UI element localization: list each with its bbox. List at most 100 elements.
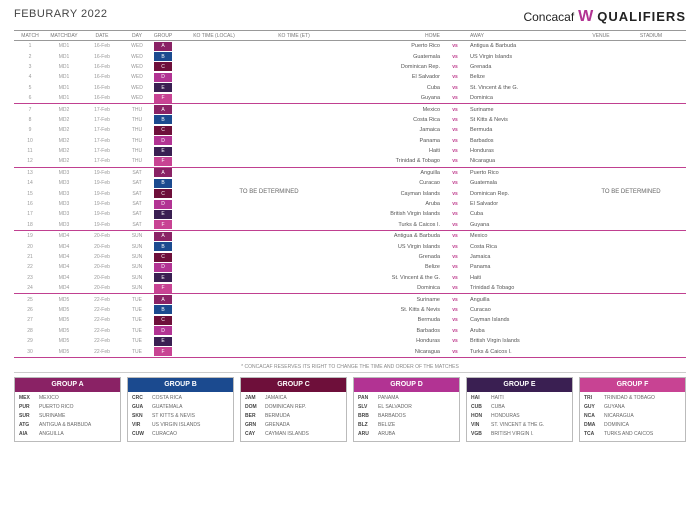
group-team-row: GUAGUATEMALA bbox=[132, 403, 229, 412]
cell-vs: vs bbox=[444, 191, 466, 197]
cell-match: 23 bbox=[14, 275, 46, 281]
cell-away: Bermuda bbox=[466, 127, 576, 133]
cell-away: Suriname bbox=[466, 107, 576, 113]
cell-home: Barbados bbox=[334, 328, 444, 334]
cell-away: British Virgin Islands bbox=[466, 338, 576, 344]
group-team-row: GUYGUYANA bbox=[584, 403, 681, 412]
cell-matchday: MD5 bbox=[46, 338, 82, 344]
cell-date: 20-Feb bbox=[82, 285, 122, 291]
cell-date: 20-Feb bbox=[82, 233, 122, 239]
team-code: SLV bbox=[358, 404, 378, 410]
team-code: CUW bbox=[132, 431, 152, 437]
cell-vs: vs bbox=[444, 338, 466, 344]
separator bbox=[14, 357, 686, 358]
groups-section: GROUP AMEXMEXICOPURPUERTO RICOSURSURINAM… bbox=[14, 377, 686, 442]
team-name: JAMAICA bbox=[265, 395, 287, 401]
cell-group: D bbox=[152, 326, 174, 335]
cell-away: Dominican Rep. bbox=[466, 191, 576, 197]
col-home: HOME bbox=[334, 33, 444, 39]
cell-match: 3 bbox=[14, 64, 46, 70]
group-box: GROUP DPANPANAMASLVEL SALVADORBRBBARBADO… bbox=[353, 377, 460, 442]
group-team-row: AIAANGUILLA bbox=[19, 430, 116, 439]
column-header-row: MATCH MATCHDAY DATE DAY GROUP KO TIME (L… bbox=[14, 30, 686, 41]
cell-vs: vs bbox=[444, 107, 466, 113]
cell-date: 22-Feb bbox=[82, 338, 122, 344]
cell-group: A bbox=[152, 42, 174, 51]
cell-day: TUE bbox=[122, 349, 152, 355]
cell-day: TUE bbox=[122, 297, 152, 303]
cell-away: St Kitts & Nevis bbox=[466, 117, 576, 123]
cell-matchday: MD2 bbox=[46, 127, 82, 133]
cell-date: 22-Feb bbox=[82, 328, 122, 334]
col-group: GROUP bbox=[152, 33, 174, 39]
cell-vs: vs bbox=[444, 74, 466, 80]
cell-vs: vs bbox=[444, 170, 466, 176]
cell-match: 19 bbox=[14, 233, 46, 239]
cell-vs: vs bbox=[444, 138, 466, 144]
cell-group: C bbox=[152, 316, 174, 325]
cell-matchday: MD5 bbox=[46, 328, 82, 334]
cell-match: 10 bbox=[14, 138, 46, 144]
cell-matchday: MD2 bbox=[46, 158, 82, 164]
cell-vs: vs bbox=[444, 297, 466, 303]
cell-match: 13 bbox=[14, 170, 46, 176]
cell-match: 8 bbox=[14, 117, 46, 123]
team-code: MEX bbox=[19, 395, 39, 401]
cell-day: SUN bbox=[122, 285, 152, 291]
cell-date: 17-Feb bbox=[82, 158, 122, 164]
table-row: 8MD217-FebTHUBCosta RicavsSt Kitts & Nev… bbox=[14, 115, 686, 125]
cell-home: Bermuda bbox=[334, 317, 444, 323]
cell-match: 27 bbox=[14, 317, 46, 323]
team-name: PANAMA bbox=[378, 395, 399, 401]
cell-day: SAT bbox=[122, 222, 152, 228]
cell-date: 19-Feb bbox=[82, 201, 122, 207]
team-name: BERMUDA bbox=[265, 413, 290, 419]
group-team-row: CRCCOSTA RICA bbox=[132, 394, 229, 403]
cell-matchday: MD3 bbox=[46, 201, 82, 207]
team-name: HAITI bbox=[491, 395, 504, 401]
table-row: 3MD116-FebWEDCDominican Rep.vsGrenada bbox=[14, 62, 686, 72]
team-name: ST. VINCENT & THE G. bbox=[491, 422, 544, 428]
team-code: SUR bbox=[19, 413, 39, 419]
col-ko-et: KO TIME (ET) bbox=[254, 33, 334, 39]
group-team-row: ATGANTIGUA & BARBUDA bbox=[19, 421, 116, 430]
cell-matchday: MD4 bbox=[46, 285, 82, 291]
cell-matchday: MD3 bbox=[46, 180, 82, 186]
cell-day: SAT bbox=[122, 211, 152, 217]
cell-match: 1 bbox=[14, 43, 46, 49]
cell-date: 22-Feb bbox=[82, 307, 122, 313]
cell-day: SAT bbox=[122, 170, 152, 176]
cell-home: Nicaragua bbox=[334, 349, 444, 355]
group-team-row: DOMDOMINICAN REP. bbox=[245, 403, 342, 412]
group-header: GROUP E bbox=[467, 378, 572, 392]
table-row: 27MD522-FebTUECBermudavsCayman Islands bbox=[14, 315, 686, 325]
cell-away: Honduras bbox=[466, 148, 576, 154]
cell-date: 20-Feb bbox=[82, 264, 122, 270]
team-code: CUB bbox=[471, 404, 491, 410]
group-team-row: DMADOMINICA bbox=[584, 421, 681, 430]
col-date: DATE bbox=[82, 33, 122, 39]
cell-home: Aruba bbox=[334, 201, 444, 207]
table-row: 25MD522-FebTUEASurinamevsAnguilla bbox=[14, 294, 686, 304]
team-name: PUERTO RICO bbox=[39, 404, 74, 410]
cell-date: 16-Feb bbox=[82, 64, 122, 70]
team-name: US VIRGIN ISLANDS bbox=[152, 422, 200, 428]
group-team-row: SURSURINAME bbox=[19, 412, 116, 421]
cell-match: 22 bbox=[14, 264, 46, 270]
cell-away: St. Vincent & the G. bbox=[466, 85, 576, 91]
cell-match: 14 bbox=[14, 180, 46, 186]
group-team-row: CAYCAYMAN ISLANDS bbox=[245, 430, 342, 439]
cell-vs: vs bbox=[444, 317, 466, 323]
group-team-row: ARUARUBA bbox=[358, 430, 455, 439]
cell-away: Haiti bbox=[466, 275, 576, 281]
cell-vs: vs bbox=[444, 148, 466, 154]
team-code: BER bbox=[245, 413, 265, 419]
cell-match: 20 bbox=[14, 244, 46, 250]
cell-date: 20-Feb bbox=[82, 254, 122, 260]
cell-away: Curacao bbox=[466, 307, 576, 313]
table-row: 21MD420-FebSUNCGrenadavsJamaica bbox=[14, 252, 686, 262]
cell-matchday: MD1 bbox=[46, 85, 82, 91]
cell-matchday: MD1 bbox=[46, 54, 82, 60]
table-row: 9MD217-FebTHUCJamaicavsBermuda bbox=[14, 125, 686, 135]
team-name: ANGUILLA bbox=[39, 431, 64, 437]
